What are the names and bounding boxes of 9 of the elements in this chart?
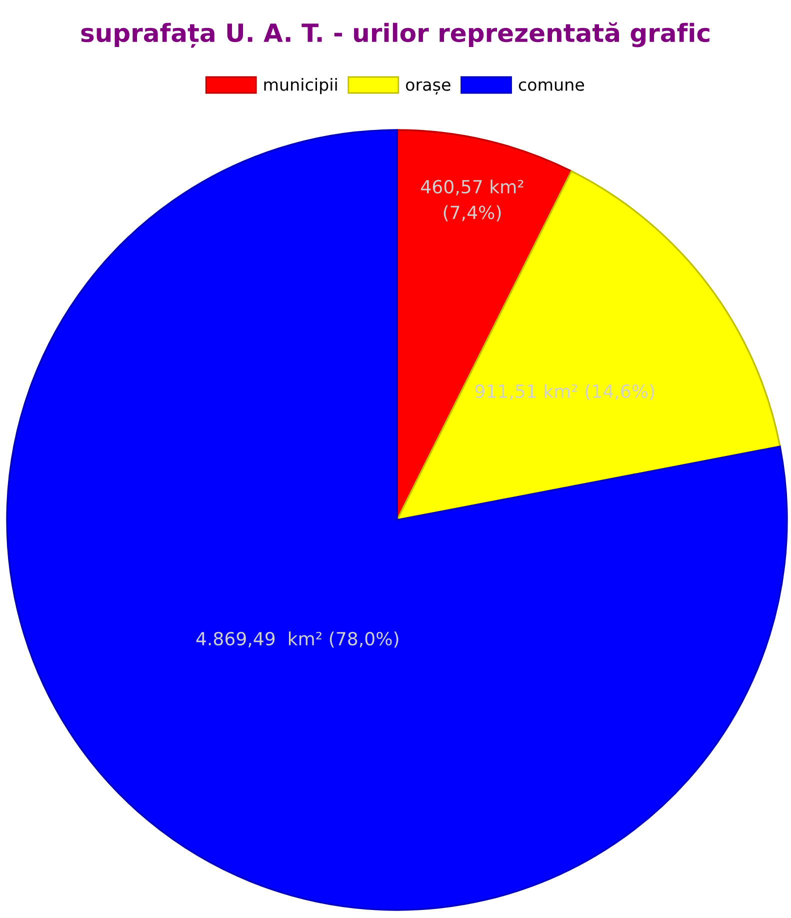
pie-slice [396,170,781,521]
legend-label: comune [518,81,584,91]
legend-label: municipii [264,78,337,94]
chart-title: suprafața U. A. T. - urilor reprezentată grafic [81,22,710,48]
data-label: 460,57 km² (7,4%) [421,180,524,222]
legend-label: orașe [406,81,450,95]
data-label: 4.869,49 km² (78,0%) [196,632,398,648]
data-label: 911,51 km² (14,6%) [475,384,654,400]
pie-slice [6,129,788,911]
